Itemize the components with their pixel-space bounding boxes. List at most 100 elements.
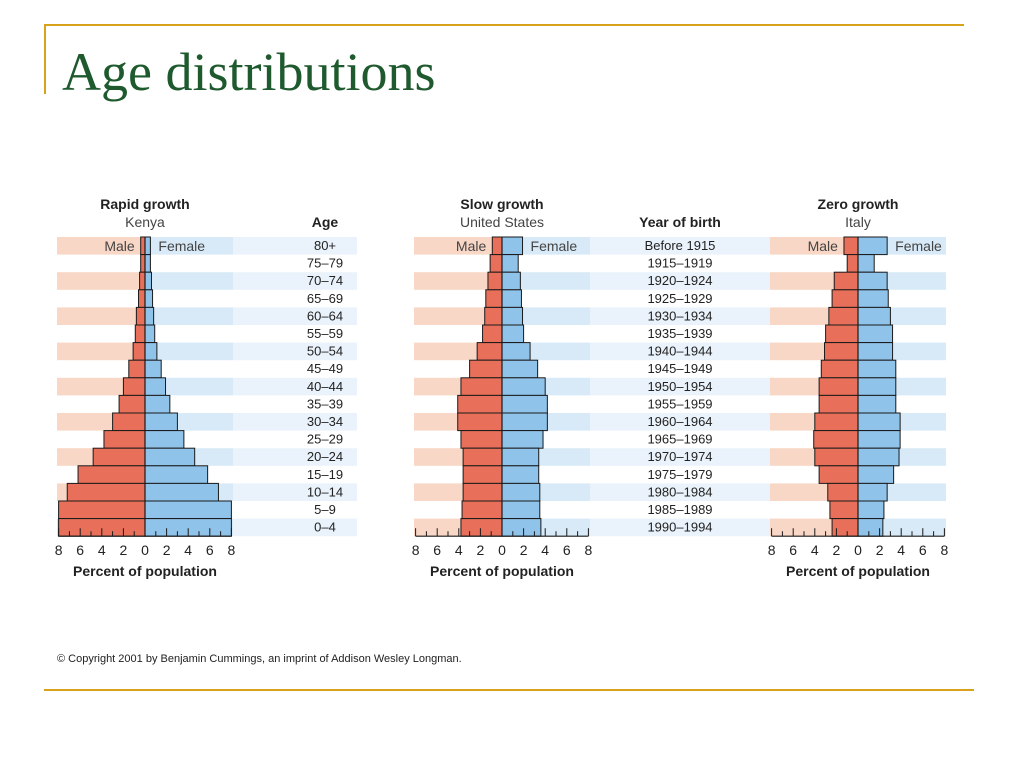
x-axis-label: Percent of population [73, 563, 217, 579]
female-bar [144, 342, 158, 361]
gap-band-b-4 [590, 307, 770, 325]
x-axis-label: Percent of population [430, 563, 574, 579]
female-bar [857, 324, 894, 344]
age-label: 40–44 [307, 379, 343, 394]
female-bar [501, 447, 540, 467]
male-series-label: Male [104, 238, 135, 254]
birth-year-label: 1950–1954 [647, 379, 712, 394]
age-label: 70–74 [307, 273, 343, 288]
female-bar [144, 482, 219, 502]
x-tick-label: 0 [141, 542, 149, 558]
male-bar [818, 377, 859, 396]
age-label: 50–54 [307, 344, 343, 359]
age-label: 15–19 [307, 467, 343, 482]
birth-year-label: 1975–1979 [647, 467, 712, 482]
x-tick-label: 4 [897, 542, 905, 558]
female-bar [857, 394, 897, 414]
x-tick-label: 2 [520, 542, 528, 558]
gap-band-b-12 [590, 448, 770, 466]
birth-year-label: 1935–1939 [647, 326, 712, 341]
birth-year-label: 1970–1974 [647, 449, 712, 464]
male-bar [77, 465, 146, 484]
male-bar [846, 254, 859, 273]
male-bar [487, 271, 503, 291]
birth-year-label: 1940–1944 [647, 344, 712, 359]
gap-band-a-8 [233, 377, 357, 396]
birth-year-label: 1945–1949 [647, 361, 712, 376]
birth-year-label: Before 1915 [645, 238, 716, 253]
x-tick-label: 4 [811, 542, 819, 558]
chart-marks [58, 236, 945, 537]
female-bar [144, 465, 209, 484]
female-bar [144, 289, 154, 308]
male-bar [814, 412, 859, 432]
male-bar [843, 236, 859, 256]
female-bar [501, 359, 539, 379]
male-bar [814, 447, 859, 467]
slide-title: Age distributions [62, 42, 436, 102]
female-bar [501, 518, 542, 537]
female-bar [857, 482, 888, 502]
gap-band-a-14 [233, 483, 357, 501]
male-bar [825, 324, 859, 344]
male-bar [831, 289, 859, 308]
birth-year-label: 1930–1934 [647, 308, 712, 323]
male-bar [461, 500, 503, 520]
male-bar [135, 306, 146, 326]
male-bar [58, 500, 146, 520]
male-bar [827, 482, 859, 502]
male-bar [139, 271, 146, 291]
age-column-header: Age [312, 214, 339, 230]
male-bar [118, 394, 146, 414]
male-bar [103, 430, 146, 449]
male-bar [484, 306, 503, 326]
gap-band-b-16 [590, 518, 770, 537]
male-band-1-0 [414, 237, 502, 255]
female-bar [144, 254, 151, 273]
age-label: 75–79 [307, 256, 343, 271]
female-bar [501, 394, 548, 414]
female-bar [857, 377, 897, 396]
male-bar [460, 430, 503, 449]
female-bar [857, 465, 895, 484]
male-bar [112, 412, 146, 432]
gap-band-b-8 [590, 377, 770, 396]
male-bar [491, 236, 503, 256]
gap-band-a-16 [233, 518, 357, 537]
female-bar [144, 236, 151, 256]
age-label: 80+ [314, 238, 336, 253]
female-bar [857, 289, 889, 308]
age-label: 5–9 [314, 502, 336, 517]
female-bar [857, 500, 885, 520]
female-bar [857, 412, 901, 432]
birth-year-label: 1925–1929 [647, 291, 712, 306]
female-band-0-0 [145, 237, 233, 255]
x-tick-label: 2 [876, 542, 884, 558]
female-bar [857, 447, 900, 467]
gap-band-a-6 [233, 342, 357, 361]
x-tick-label: 4 [455, 542, 463, 558]
male-bar [122, 377, 146, 396]
male-bar [489, 254, 503, 273]
female-bar [501, 236, 524, 256]
male-bar [138, 289, 146, 308]
birth-year-label: 1985–1989 [647, 502, 712, 517]
male-band-0-0 [57, 237, 145, 255]
female-bar [501, 324, 525, 344]
female-bar [857, 236, 888, 256]
female-band-1-2 [502, 272, 590, 290]
gap-band-b-0 [590, 237, 770, 255]
male-bar [457, 394, 503, 414]
male-bar [457, 412, 503, 432]
gap-band-a-4 [233, 307, 357, 325]
x-tick-label: 2 [477, 542, 485, 558]
chart-subtitle: Kenya [125, 214, 165, 230]
chart-subtitle: Italy [845, 214, 871, 230]
male-bar [829, 500, 859, 520]
female-bar [857, 359, 897, 379]
female-bar [501, 465, 540, 484]
x-tick-label: 4 [541, 542, 549, 558]
chart-texts: Age Year of birth 80+ 75–79 70–74 65–69 60–64 5… [55, 196, 949, 579]
age-label: 55–59 [307, 326, 343, 341]
female-band-1-4 [502, 307, 590, 325]
